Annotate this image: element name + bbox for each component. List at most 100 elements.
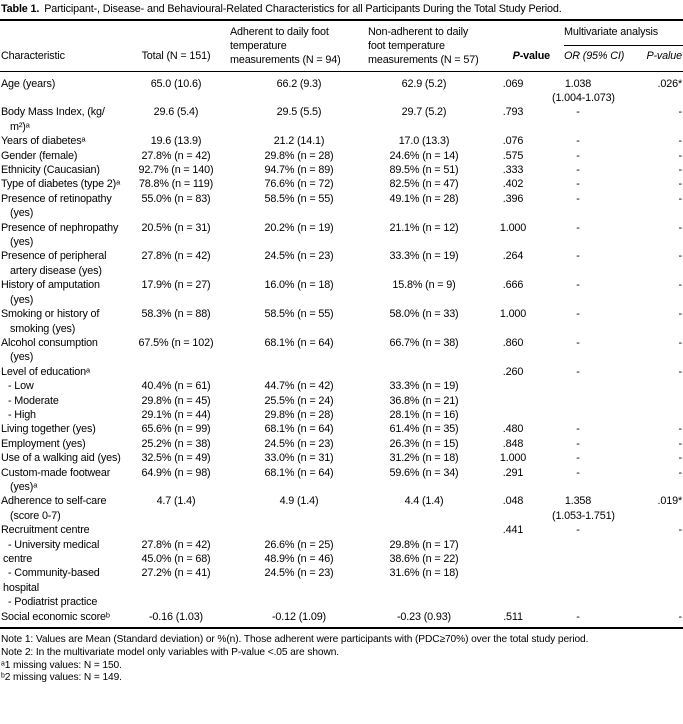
cell-adherent: 4.9 (1.4) [279, 495, 319, 508]
cell-or-ci: - [576, 221, 580, 234]
cell-non-adherent: 31.6% (n = 18) [389, 567, 459, 580]
row-label: Use of a walking aid (yes) [1, 452, 121, 465]
note: Note 2: In the multivariate model only v… [1, 646, 340, 658]
cell-adherent: 24.5% (n = 23) [264, 437, 334, 450]
cell-p-value-2 [634, 581, 683, 595]
table-row: hospital [0, 581, 683, 595]
cell-p-value-2: - [678, 524, 683, 537]
row-label-line2: artery disease (yes) [10, 264, 102, 277]
table-row: Alcohol consumption (yes) 67.5% (n = 102) 6… [0, 336, 683, 365]
cell-p-value: .396 [502, 192, 524, 205]
cell-p-value-2: - [678, 336, 683, 349]
cell-p-value [480, 408, 552, 422]
cell-adherent [230, 581, 368, 595]
cell-p-value-2: - [678, 164, 683, 177]
cell-or-ci [552, 581, 634, 595]
row-label-line2: m²)ᵃ [10, 120, 30, 133]
cell-p-value-2: - [678, 452, 683, 465]
cell-p-value-2 [634, 552, 683, 566]
row-label-cell: Alcohol consumption (yes) [0, 336, 122, 365]
table-title: Table 1. Participant-, Disease- and Behav… [0, 0, 683, 16]
cell-adherent: 44.7% (n = 42) [264, 380, 334, 393]
cell-total: 27.8% (n = 42) [141, 250, 211, 263]
cell-p-value-2: .019* [657, 495, 683, 508]
row-label-cell: - Community-based [0, 566, 122, 580]
cell-total: 67.5% (n = 102) [138, 336, 214, 349]
note: ᵇ2 missing values: N = 149. [1, 672, 122, 684]
cell-or-ci [552, 394, 634, 408]
cell-non-adherent [368, 581, 480, 595]
row-label: Employment (yes) [1, 437, 86, 450]
table-row: Presence of retinopathy (yes) 55.0% (n = 8… [0, 192, 683, 221]
cell-p-value-2: - [678, 221, 683, 234]
cell-or-ci: - [576, 365, 580, 378]
row-label: Living together (yes) [1, 423, 96, 436]
cell-non-adherent: 29.8% (n = 17) [389, 538, 459, 551]
cell-p-value: .511 [503, 610, 523, 623]
cell-p-value-2 [634, 408, 683, 422]
col-header-adherent-line: measurements (N = 94) [230, 53, 341, 66]
cell-p-value: .441 [502, 524, 524, 537]
cell-adherent: 33.0% (n = 31) [264, 452, 334, 465]
row-label-cell: Employment (yes) [0, 437, 122, 451]
cell-adherent: 58.5% (n = 55) [264, 192, 334, 205]
cell-total: 29.1% (n = 44) [141, 408, 211, 421]
cell-p-value-2: - [678, 149, 683, 162]
row-label-cell: Level of educationᵃ [0, 365, 122, 379]
cell-non-adherent: 89.5% (n = 51) [389, 164, 459, 177]
row-label-cell: Gender (female) [0, 149, 122, 163]
cell-adherent: 24.5% (n = 23) [264, 567, 334, 580]
cell-p-value [480, 379, 552, 393]
row-label: Smoking or history of [1, 308, 100, 321]
cell-p-value: .575 [502, 149, 524, 162]
col-header-characteristic: Characteristic [0, 21, 122, 72]
cell-p-value: .333 [502, 164, 524, 177]
row-label-line2: (yes) [10, 236, 34, 249]
cell-total: 4.7 (1.4) [156, 495, 196, 508]
table-row: - Community-based 27.2% (n = 41) 24.5% (n … [0, 566, 683, 580]
row-label: Custom-made footwear [1, 466, 111, 479]
row-label-cell: - University medical [0, 538, 122, 552]
cell-total: 92.7% (n = 140) [138, 164, 214, 177]
cell-p-value-2: - [678, 250, 683, 263]
row-label-cell: Use of a walking aid (yes) [0, 451, 122, 465]
cell-p-value-2: - [678, 466, 683, 479]
col-header-multivariate: Multivariate analysis [552, 21, 683, 46]
table-row: Use of a walking aid (yes) 32.5% (n = 49)… [0, 451, 683, 465]
cell-non-adherent: 4.4 (1.4) [404, 495, 444, 508]
cell-p-value: .860 [502, 336, 524, 349]
table-row: - Low 40.4% (n = 61) 44.7% (n = 42) 33.3% (… [0, 379, 683, 393]
cell-adherent: 16.0% (n = 18) [264, 279, 334, 292]
col-header-non-adherent-line: foot temperature [368, 39, 445, 52]
table-row: Recruitment centre .441 - - [0, 523, 683, 537]
table-title-text: Participant-, Disease- and Behavioural-R… [44, 3, 562, 15]
cell-total [122, 595, 230, 609]
table-row: Age (years) 65.0 (10.6) 66.2 (9.3) 62.9 (5.… [0, 71, 683, 105]
row-label-cell: Years of diabetesᵃ [0, 134, 122, 148]
cell-or-ci: - [576, 610, 580, 623]
cell-or-ci [552, 595, 634, 609]
cell-p-value-2: - [678, 178, 683, 191]
cell-adherent: 21.2 (14.1) [273, 135, 325, 148]
cell-non-adherent: -0.23 (0.93) [396, 610, 451, 623]
row-label-line2: (yes) [10, 293, 34, 306]
cell-p-value: .666 [502, 279, 524, 292]
cell-adherent: 76.6% (n = 72) [264, 178, 334, 191]
cell-or-ci: - [576, 466, 580, 479]
cell-total: 19.6 (13.9) [150, 135, 202, 148]
row-label-cell: Social economic scoreᵇ [0, 610, 122, 624]
cell-non-adherent: 28.1% (n = 16) [389, 408, 459, 421]
row-label: Gender (female) [1, 149, 78, 162]
cell-total: 17.9% (n = 27) [141, 279, 211, 292]
cell-p-value-2: - [678, 437, 683, 450]
cell-p-value-2: - [678, 308, 683, 321]
cell-total [122, 365, 230, 379]
col-header-adherent-line: Adherent to daily foot [230, 26, 329, 38]
cell-or-ci: - [576, 192, 580, 205]
cell-p-value [480, 595, 552, 609]
cell-adherent: 48.9% (n = 46) [264, 553, 334, 565]
row-label: Years of diabetesᵃ [1, 135, 86, 148]
cell-non-adherent [368, 365, 480, 379]
cell-p-value: 1.000 [499, 452, 527, 465]
table-body: Age (years) 65.0 (10.6) 66.2 (9.3) 62.9 (5.… [0, 71, 683, 624]
